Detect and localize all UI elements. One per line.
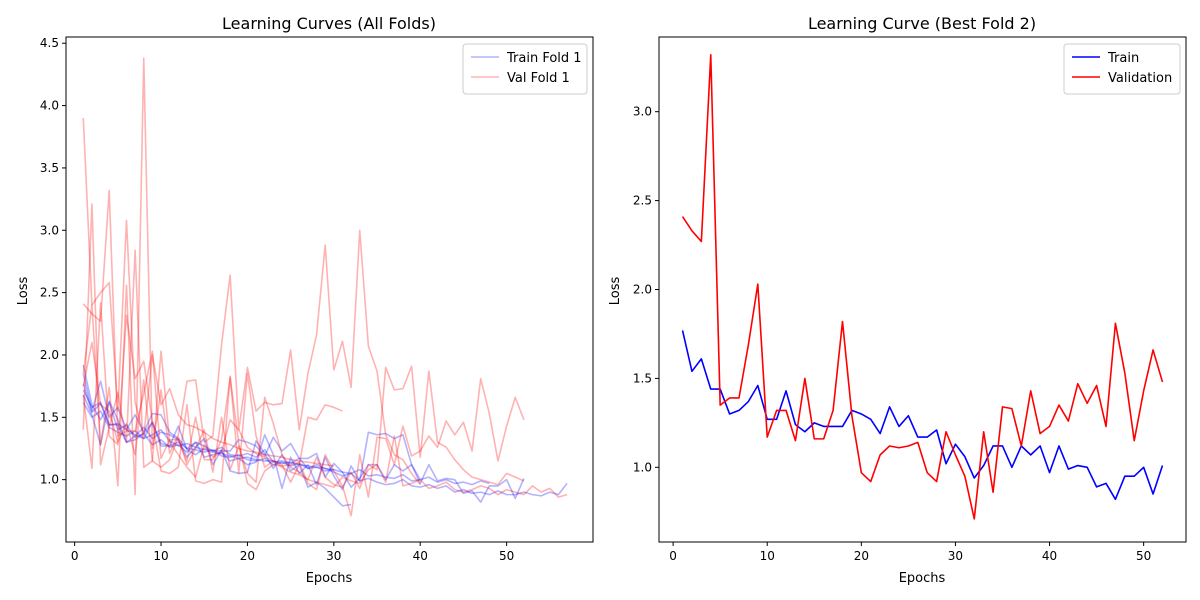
y-tick-label: 1.5 xyxy=(633,371,652,385)
chart-title: Learning Curve (Best Fold 2) xyxy=(808,14,1036,33)
series-line-train-0 xyxy=(82,389,334,471)
y-tick-label: 3.0 xyxy=(633,105,652,119)
series-line-train xyxy=(681,330,1164,501)
y-tick-label: 1.0 xyxy=(40,473,59,487)
series-line-val-6 xyxy=(82,118,334,467)
legend-entry: Validation xyxy=(1108,71,1172,86)
x-axis-label: Epochs xyxy=(306,571,353,586)
series-line-validation xyxy=(681,53,1164,520)
legend-entry: Val Fold 1 xyxy=(507,71,570,86)
legend: Train Fold 1 Val Fold 1 xyxy=(462,43,588,95)
x-tick-label: 40 xyxy=(1042,549,1057,563)
series-line-train-4 xyxy=(82,383,525,503)
x-axis-label: Epochs xyxy=(899,571,946,586)
y-tick-label: 4.0 xyxy=(40,99,59,113)
x-tick-label: 20 xyxy=(854,549,869,563)
legend-box xyxy=(462,43,588,95)
x-tick-label: 30 xyxy=(326,549,341,563)
y-axis-label: Loss xyxy=(608,277,623,306)
series-line-val-11 xyxy=(82,341,525,490)
series-line-val-7 xyxy=(82,203,568,498)
x-tick-label: 40 xyxy=(413,549,428,563)
series-line-train-2 xyxy=(82,401,490,486)
legend: Train Validation xyxy=(1063,43,1181,95)
x-tick-label: 10 xyxy=(153,549,168,563)
y-axis-label: Loss xyxy=(16,277,31,306)
y-tick-label: 1.0 xyxy=(633,460,652,474)
x-tick-label: 50 xyxy=(1136,549,1151,563)
legend-entry: Train Fold 1 xyxy=(506,51,582,66)
x-tick-label: 20 xyxy=(240,549,255,563)
y-tick-label: 4.5 xyxy=(40,36,59,50)
y-tick-label: 2.5 xyxy=(633,194,652,208)
chart-title: Learning Curves (All Folds) xyxy=(222,14,436,33)
x-tick-label: 0 xyxy=(669,549,677,563)
x-tick-label: 50 xyxy=(499,549,514,563)
axes-frame xyxy=(65,36,594,543)
y-tick-label: 2.5 xyxy=(40,286,59,300)
series-line-val-8 xyxy=(82,189,525,517)
x-tick-label: 10 xyxy=(760,549,775,563)
y-tick-label: 1.5 xyxy=(40,410,59,424)
series-line-train-5 xyxy=(82,394,352,507)
legend-entry: Train xyxy=(1107,51,1139,66)
plot-area: 0 10 20 30 40 50 1.0 1.5 2.0 2.5 3.0 3.5 4.0 4.5 Train… xyxy=(40,36,594,563)
series-line-val-10 xyxy=(82,301,343,485)
series-line-val-9 xyxy=(82,57,421,496)
y-tick-label: 2.0 xyxy=(40,348,59,362)
y-tick-label: 2.0 xyxy=(633,283,652,297)
panel-all-folds: Learning Curves (All Folds) Epochs Loss … xyxy=(16,14,594,586)
y-tick-label: 3.5 xyxy=(40,161,59,175)
series-line-train-3 xyxy=(82,364,421,491)
plot-area: 0 10 20 30 40 50 1.0 1.5 2.0 2.5 3.0 Train Validatio… xyxy=(633,36,1187,563)
series-line-train-1 xyxy=(82,373,568,497)
x-tick-label: 0 xyxy=(71,549,79,563)
x-tick-label: 30 xyxy=(948,549,963,563)
y-tick-label: 3.0 xyxy=(40,223,59,237)
panel-best-fold: Learning Curve (Best Fold 2) Epochs Loss… xyxy=(608,14,1187,586)
